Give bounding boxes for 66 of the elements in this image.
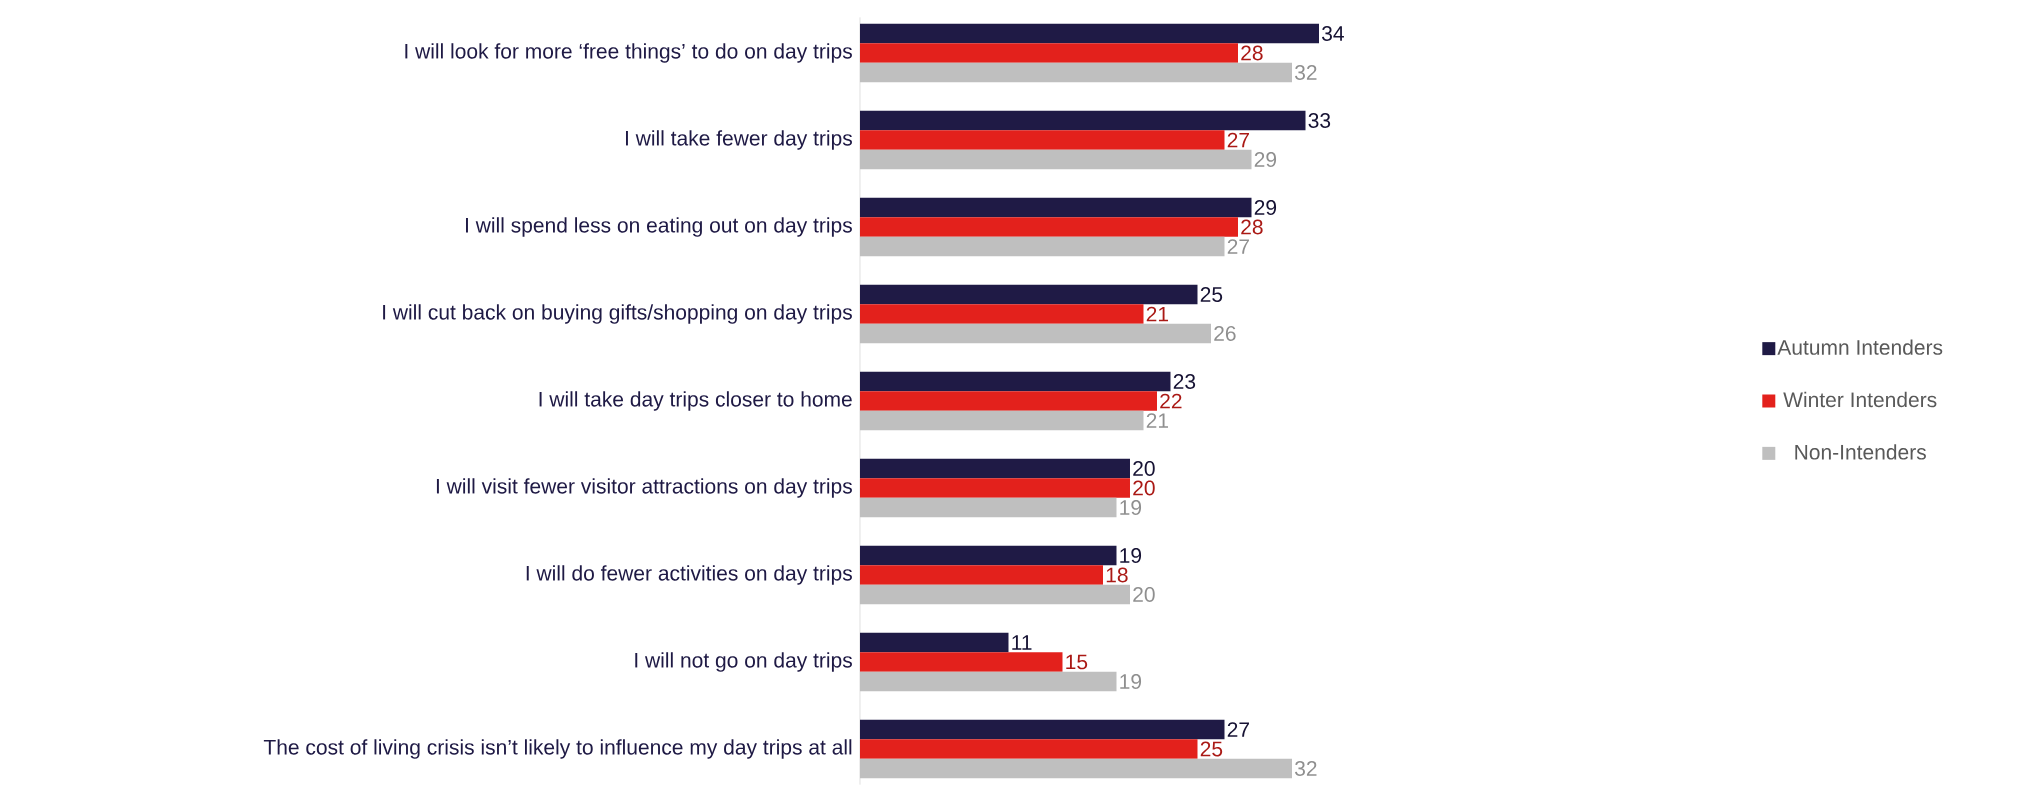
bar <box>859 62 1292 83</box>
legend-label: Autumn Intenders <box>1777 339 1943 355</box>
bar <box>859 545 1117 566</box>
data-label: 20 <box>1133 480 1155 496</box>
bar <box>859 217 1238 237</box>
bar <box>859 497 1117 518</box>
y-tick-label: I will take day trips closer to home <box>539 391 852 411</box>
data-label: 28 <box>1241 45 1263 61</box>
data-label: 26 <box>1214 326 1236 341</box>
y-tick-label: I will look for more ‘free things’ to do on day trips <box>405 43 852 63</box>
bar <box>859 758 1292 779</box>
y-tick-label: The cost of living crisis isn’t likely to influence my day trips at all <box>263 739 852 759</box>
y-tick-label: I will do fewer activities on day trips <box>526 565 852 585</box>
y-tick-label: I will visit fewer visitor attractions on day trips <box>436 478 852 498</box>
data-label: 19 <box>1120 500 1142 515</box>
y-tick-label: I will spend less on eating out on day trips <box>466 217 852 237</box>
y-tick-label: I will cut back on buying gifts/shopping on day trips <box>383 304 852 324</box>
data-label: 34 <box>1322 26 1344 41</box>
data-label: 27 <box>1227 132 1249 148</box>
data-label: 29 <box>1254 152 1277 167</box>
data-label: 11 <box>1012 635 1032 650</box>
y-tick-label: I will take fewer day trips <box>625 130 852 150</box>
data-label: 32 <box>1295 65 1317 80</box>
data-label: 19 <box>1120 548 1142 563</box>
data-label: 25 <box>1200 741 1223 757</box>
bar <box>859 391 1157 411</box>
data-label: 33 <box>1308 113 1331 128</box>
bar <box>859 130 1225 150</box>
legend-label: Winter Intenders <box>1783 391 1937 408</box>
data-label: 32 <box>1295 761 1317 776</box>
data-label: 20 <box>1133 587 1155 602</box>
data-label: 23 <box>1173 374 1196 389</box>
bar <box>859 284 1198 305</box>
bar <box>859 478 1130 498</box>
bar <box>859 671 1117 692</box>
bar <box>859 371 1171 392</box>
data-label: 19 <box>1120 674 1142 689</box>
data-label: 21 <box>1146 306 1169 322</box>
data-label: 25 <box>1200 287 1223 302</box>
bar <box>859 565 1103 585</box>
bar <box>859 739 1198 759</box>
bar <box>859 652 1063 672</box>
bar <box>859 149 1252 170</box>
data-label: 15 <box>1066 654 1088 670</box>
y-tick-label: I will not go on day trips <box>635 652 852 672</box>
bar <box>859 323 1211 344</box>
data-label: 22 <box>1160 393 1182 409</box>
data-label: 21 <box>1146 413 1169 428</box>
data-label: 18 <box>1106 567 1128 583</box>
bar <box>859 458 1130 479</box>
bar <box>859 236 1225 257</box>
data-label: 28 <box>1241 219 1263 235</box>
bar <box>859 632 1009 653</box>
bar <box>859 719 1225 740</box>
data-label: 29 <box>1254 200 1277 215</box>
data-label: 27 <box>1227 722 1249 737</box>
data-label: 27 <box>1227 239 1249 254</box>
legend-label: Non-Intenders <box>1795 444 1926 460</box>
bar <box>859 23 1319 44</box>
data-label: 20 <box>1133 461 1155 476</box>
bar <box>859 584 1130 605</box>
bar <box>859 410 1144 431</box>
bar <box>859 43 1238 63</box>
bar <box>859 197 1252 218</box>
bar <box>859 110 1306 131</box>
bar <box>859 304 1144 324</box>
